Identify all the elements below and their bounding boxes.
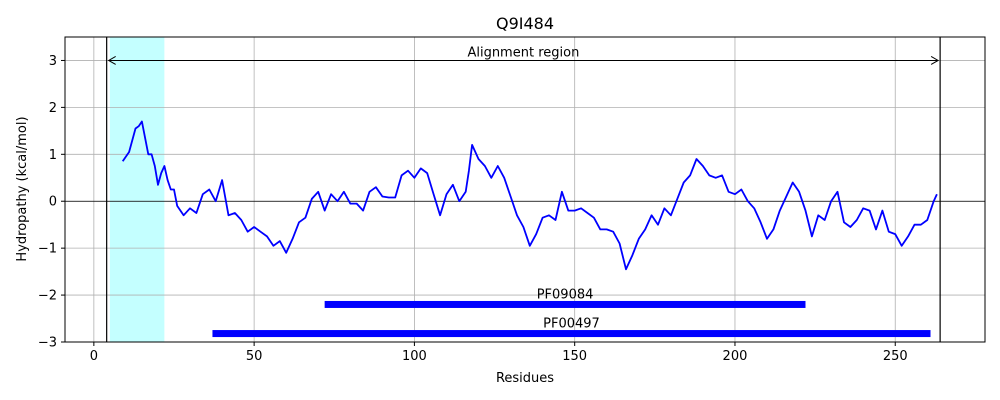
- y-tick-label: −3: [38, 336, 57, 351]
- x-tick-label: 100: [402, 349, 427, 364]
- plot-frame: [64, 36, 986, 343]
- y-tick-label: 1: [49, 148, 57, 163]
- axes-layer: 0 50 100 150 200 250 −3 −2 −1 0 1 2 3: [38, 36, 986, 364]
- x-axis-label: Residues: [496, 371, 554, 386]
- x-tick-label: 200: [723, 349, 748, 364]
- hydropathy-series-line: [121, 120, 938, 271]
- domains-layer: PF09084 PF00497: [212, 287, 931, 338]
- x-tick-label: 250: [883, 349, 908, 364]
- y-tick-label: 0: [49, 195, 57, 210]
- grid-layer: [65, 37, 985, 343]
- x-tick-label: 150: [562, 349, 587, 364]
- domain-label: PF00497: [543, 317, 600, 332]
- y-tick-label: 3: [49, 54, 57, 69]
- series-layer: [121, 120, 938, 271]
- alignment-region-label: Alignment region: [467, 45, 579, 60]
- alignment-arrow-left-head: [107, 56, 116, 65]
- domain-bar: [212, 330, 931, 338]
- y-tick-label: 2: [49, 101, 57, 116]
- domain-bar: [324, 300, 806, 308]
- reference-lines-layer: Alignment region: [65, 37, 985, 342]
- y-tick-label: −2: [38, 289, 57, 304]
- highlight-region-layer: [109, 37, 165, 342]
- domain-label: PF09084: [537, 287, 594, 302]
- y-axis-label: Hydropathy (kcal/mol): [15, 116, 30, 261]
- highlight-region: [109, 37, 165, 342]
- y-tick-label: −1: [38, 242, 57, 257]
- x-tick-label: 50: [246, 349, 263, 364]
- chart-title: Q9I484: [496, 14, 554, 33]
- alignment-arrow-right-head: [930, 56, 940, 65]
- x-tick-label: 0: [90, 349, 98, 364]
